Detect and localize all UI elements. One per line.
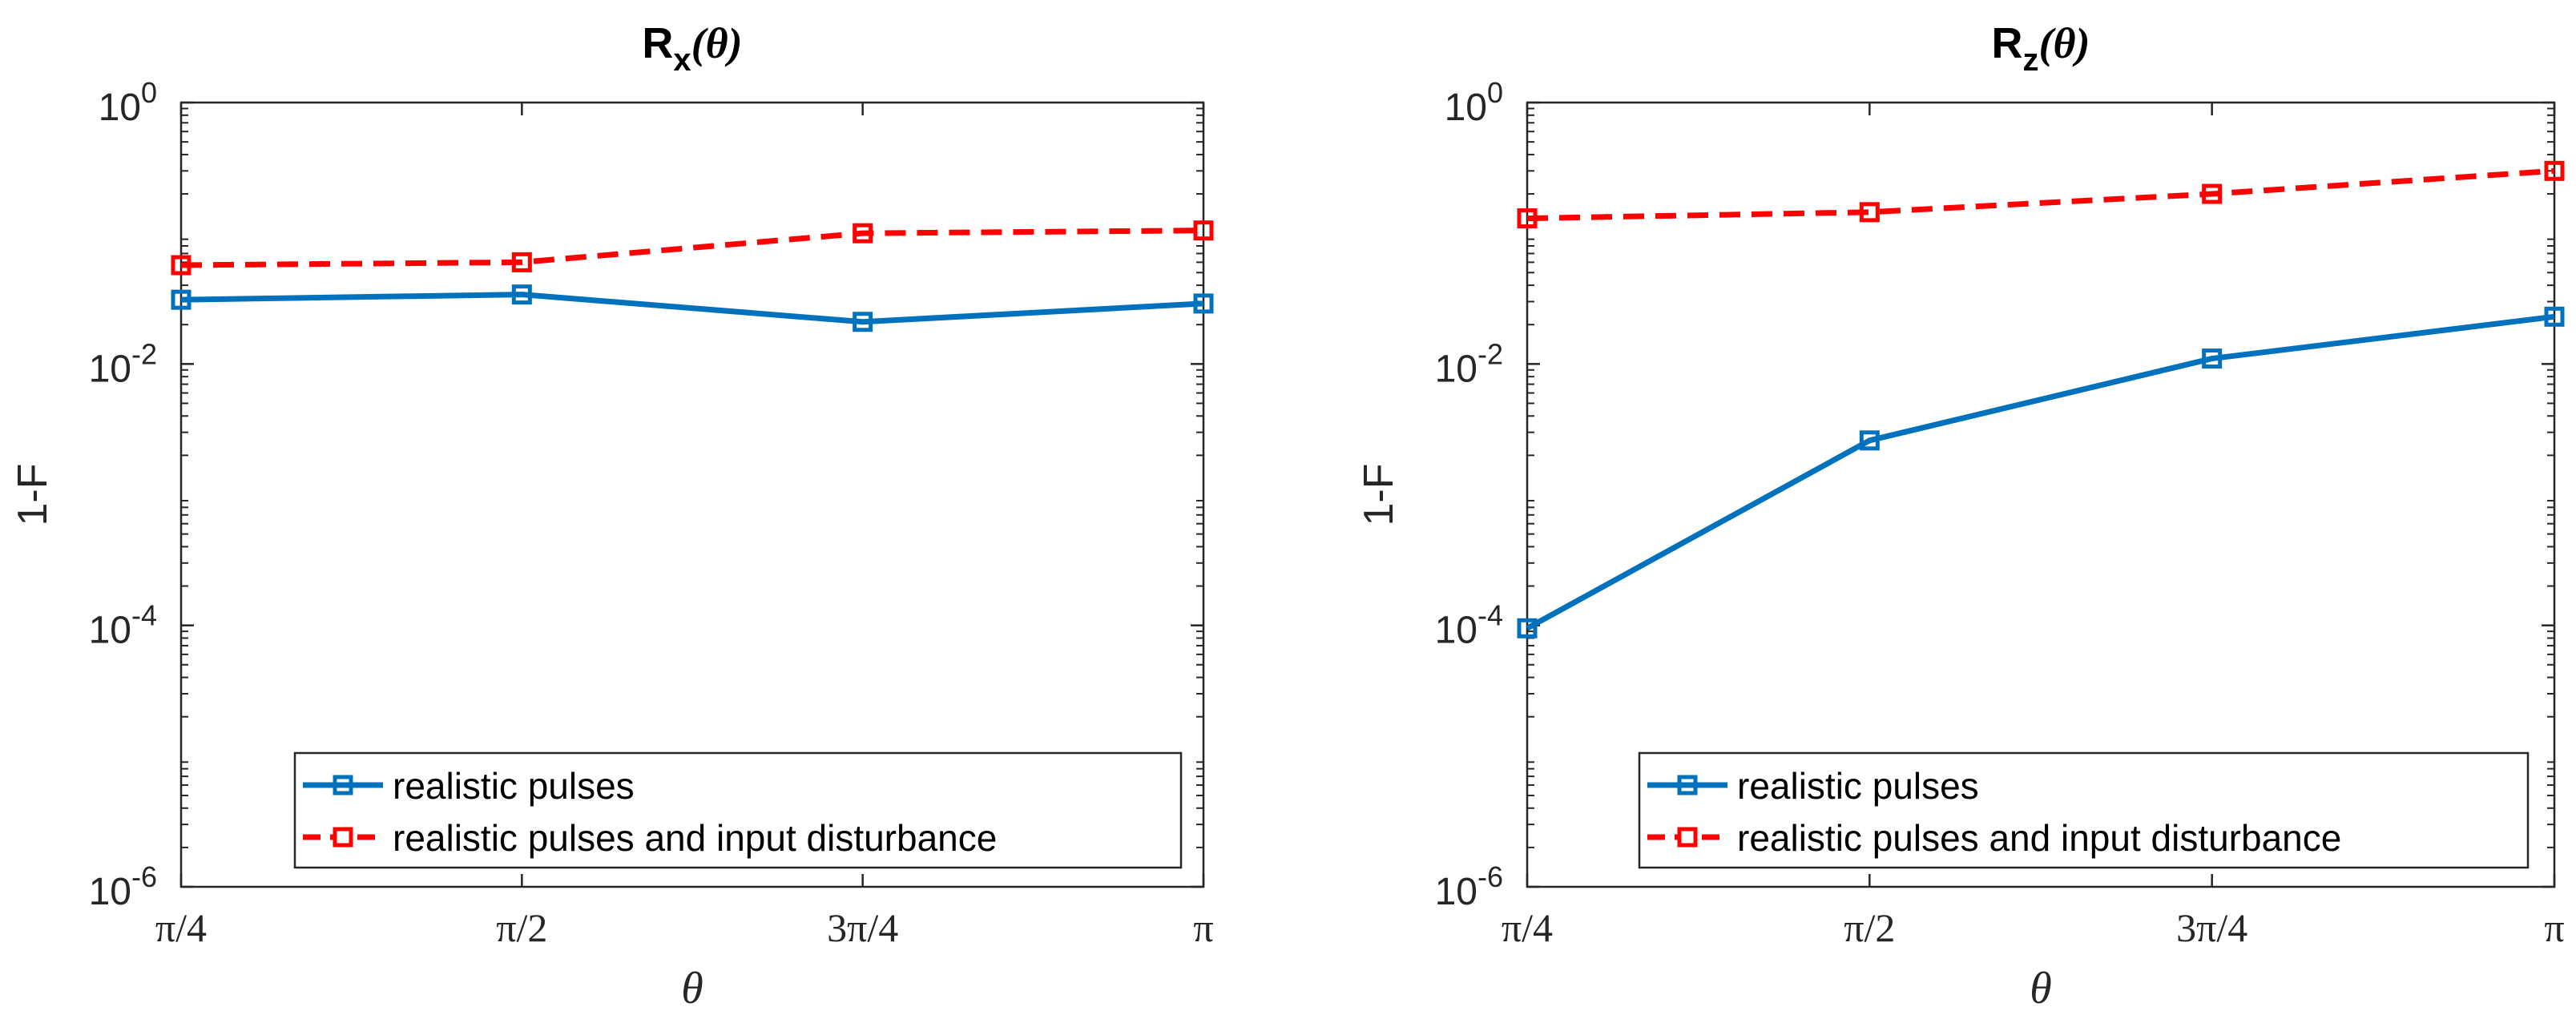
chart-2-series-1-point	[2544, 306, 2565, 327]
chart-1-y-axis-label: 1-F	[10, 464, 56, 526]
chart-2-series-1-point	[2202, 348, 2223, 369]
chart-1-series-line-1	[180, 292, 1204, 325]
chart-1-series-1-point	[1193, 293, 1214, 314]
chart-2-series-2-point	[2202, 183, 2223, 204]
chart-1-y-tick-label: 10-6	[89, 860, 157, 913]
chart-2-series-2-point	[2544, 160, 2565, 181]
chart-1: 100 10-2 10-4 10-6π/4 π/2 3π/4 π Rx(θ) θ 1-F reali…	[10, 19, 1214, 1013]
chart-1-x-tick-label: π	[1193, 905, 1213, 950]
chart-1-series-1-point	[511, 284, 532, 305]
chart-2-legend-label-2: realistic pulses and input disturbance	[1737, 817, 2341, 859]
chart-1-series-2-point	[853, 223, 873, 244]
chart-2-title: Rz(θ)	[1992, 19, 2090, 78]
chart-2-plot-frame	[1526, 101, 2556, 888]
chart-1-y-tick-label: 10-2	[89, 337, 157, 390]
chart-2-series-1-point	[1517, 618, 1538, 638]
chart-1-series-line-2	[180, 228, 1204, 268]
chart-2-legend-label-1: realistic pulses	[1737, 765, 1979, 807]
chart-2-y-tick-label: 10-2	[1435, 337, 1503, 390]
chart-1-series-1-point	[853, 312, 873, 332]
chart-1-series-2-point	[511, 252, 532, 272]
chart-2-y-tick-label: 10-6	[1435, 860, 1503, 913]
chart-2-x-axis-label: θ	[2030, 964, 2052, 1013]
chart-2-x-tick-label: π	[2544, 905, 2564, 950]
chart-1-title: Rx(θ)	[642, 19, 742, 78]
chart-2-legend-marker-1	[1677, 775, 1698, 795]
chart-1-legend-marker-2	[333, 827, 353, 848]
chart-1-x-axis-label: θ	[681, 964, 703, 1013]
chart-1-legend-label-2: realistic pulses and input disturbance	[393, 817, 997, 859]
chart-1-legend: realistic pulses realistic pulses and inp…	[293, 751, 1183, 869]
chart-1-series-2-point	[1193, 220, 1214, 241]
chart-2-x-tick-label: π/4	[1502, 905, 1553, 950]
chart-2: 100 10-2 10-4 10-6π/4 π/2 3π/4 π Rz(θ) θ 1-F reali…	[1356, 19, 2565, 1013]
chart-1-legend-box	[293, 751, 1183, 869]
chart-1-legend-label-1: realistic pulses	[393, 765, 635, 807]
chart-1-series-1-point	[171, 289, 191, 310]
chart-1-series-2-point	[171, 255, 191, 276]
chart-2-series-line-2	[1526, 167, 2555, 222]
chart-2-legend-box	[1638, 751, 2530, 869]
chart-1-x-tick-label: π/4	[155, 905, 207, 950]
chart-1-y-tick-label: 100	[99, 76, 157, 129]
chart-2-x-tick-label: 3π/4	[2176, 905, 2247, 950]
chart-2-y-tick-label: 10-4	[1435, 599, 1503, 652]
chart-2-x-tick-label: π/2	[1844, 905, 1895, 950]
chart-1-x-tick-label: π/2	[496, 905, 547, 950]
chart-2-y-tick-label: 100	[1445, 76, 1503, 129]
chart-2-series-1-point	[1859, 430, 1880, 451]
chart-1-legend-marker-1	[333, 775, 353, 795]
chart-1-y-tick-label: 10-4	[89, 599, 157, 652]
chart-2-series-2-point	[1517, 208, 1538, 229]
chart-1-plot-frame	[179, 101, 1205, 888]
chart-2-y-axis-label: 1-F	[1356, 464, 1402, 526]
chart-2-legend: realistic pulses realistic pulses and inp…	[1638, 751, 2530, 869]
chart-1-x-tick-label: 3π/4	[827, 905, 898, 950]
chart-2-legend-marker-2	[1677, 827, 1698, 848]
chart-2-series-2-point	[1859, 202, 1880, 223]
chart-2-series-line-1	[1526, 313, 2555, 631]
